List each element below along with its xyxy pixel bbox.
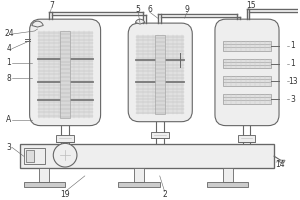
Text: 8: 8 <box>7 74 11 83</box>
Bar <box>24 148 45 164</box>
Text: 13: 13 <box>288 77 298 86</box>
Bar <box>56 135 74 142</box>
Text: 15: 15 <box>247 1 256 10</box>
Bar <box>38 31 93 118</box>
Bar <box>136 35 184 114</box>
Text: A: A <box>6 115 11 124</box>
Bar <box>40 168 49 182</box>
Bar <box>134 168 144 182</box>
Bar <box>223 41 271 51</box>
Bar <box>60 31 70 118</box>
Bar <box>223 168 233 182</box>
Text: 19: 19 <box>60 190 70 199</box>
Text: 6: 6 <box>148 5 152 14</box>
Text: 1: 1 <box>7 58 11 67</box>
Bar <box>223 76 271 86</box>
Text: 7: 7 <box>49 1 54 10</box>
Wedge shape <box>32 21 43 27</box>
FancyBboxPatch shape <box>215 19 279 126</box>
Text: 1: 1 <box>290 41 295 50</box>
Text: 1: 1 <box>290 59 295 68</box>
FancyBboxPatch shape <box>128 23 192 122</box>
Text: 4: 4 <box>7 44 11 53</box>
Circle shape <box>53 143 77 167</box>
Bar <box>223 94 271 104</box>
FancyBboxPatch shape <box>30 19 101 126</box>
Text: 14: 14 <box>275 160 285 169</box>
Bar <box>24 182 65 187</box>
Text: 2: 2 <box>162 190 167 199</box>
Text: 3: 3 <box>7 143 11 152</box>
Bar <box>26 150 34 162</box>
Bar <box>20 144 274 168</box>
Bar <box>238 135 255 142</box>
Text: 3: 3 <box>290 95 295 104</box>
Bar <box>155 35 165 114</box>
Wedge shape <box>135 19 145 24</box>
Text: 24: 24 <box>4 29 14 38</box>
Bar <box>223 59 271 68</box>
Wedge shape <box>279 160 285 163</box>
Bar <box>151 132 169 138</box>
Bar <box>118 182 160 187</box>
Text: 9: 9 <box>185 5 190 14</box>
Text: 5: 5 <box>136 5 140 14</box>
Bar <box>207 182 248 187</box>
